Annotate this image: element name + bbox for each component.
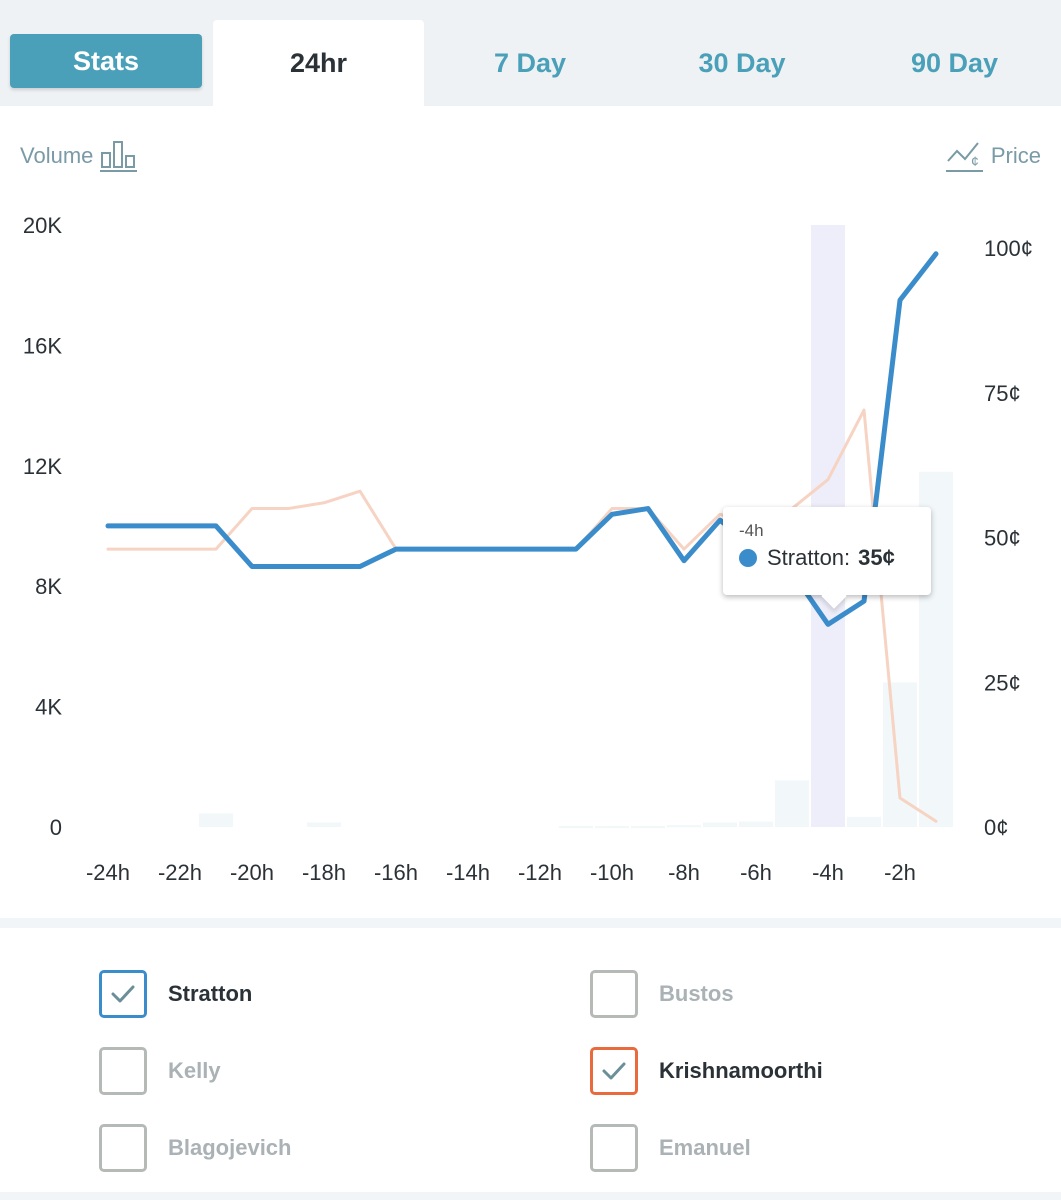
price-tick-label: 50¢ (984, 526, 1021, 551)
tooltip-time: -4h (739, 521, 764, 540)
volume-legend: Volume (20, 138, 139, 174)
price-tick-label: 0¢ (984, 815, 1008, 840)
bottom-divider (0, 1192, 1061, 1200)
volume-tick-label: 0 (50, 815, 62, 840)
volume-bar (307, 822, 341, 827)
time-tick-label: -20h (230, 860, 274, 885)
time-tick-label: -10h (590, 860, 634, 885)
tab-24hr[interactable]: 24hr (213, 20, 424, 106)
volume-legend-label: Volume (20, 143, 94, 168)
series-dot-icon (739, 549, 757, 567)
checkmark-icon (602, 1062, 626, 1080)
tooltip-series: Stratton: (767, 545, 851, 570)
candidate-blagojevich[interactable]: Blagojevich (99, 1124, 291, 1172)
tab-stats[interactable]: Stats (10, 34, 202, 88)
price-legend: ¢ Price (945, 138, 1041, 174)
time-tick-label: -24h (86, 860, 130, 885)
volume-bars (199, 225, 953, 829)
candidate-checkbox[interactable] (99, 970, 147, 1018)
tab-30-day[interactable]: 30 Day (698, 47, 786, 78)
price-tick-label: 75¢ (984, 381, 1021, 406)
volume-tick-label: 8K (35, 574, 62, 599)
candidate-checkbox[interactable] (99, 1124, 147, 1172)
candidate-checkbox[interactable] (99, 1047, 147, 1095)
volume-bar (667, 825, 701, 828)
candidate-checkbox[interactable] (590, 970, 638, 1018)
volume-bar (631, 826, 665, 829)
volume-tick-label: 20K (23, 213, 62, 238)
volume-bar (847, 816, 881, 827)
candidate-name: Kelly (168, 1058, 221, 1083)
candidate-name: Emanuel (659, 1135, 751, 1160)
time-tick-label: -6h (740, 860, 772, 885)
volume-tick-label: 16K (23, 333, 62, 358)
time-tick-label: -22h (158, 860, 202, 885)
volume-bar (595, 826, 629, 829)
volume-bar (199, 813, 233, 827)
time-tick-label: -14h (446, 860, 490, 885)
time-tick-label: -2h (884, 860, 916, 885)
price-tick-label: 25¢ (984, 670, 1021, 695)
chart-tooltip: -4h Stratton: 35¢ (723, 507, 931, 595)
volume-bar (559, 826, 593, 829)
time-axis: -24h -22h -20h -18h -16h -14h -12h -10h -8h -6h -4… (86, 860, 916, 885)
tab-7-day[interactable]: 7 Day (493, 47, 567, 78)
price-trend-icon: ¢ (945, 142, 983, 172)
candidate-name: Blagojevich (168, 1135, 292, 1160)
time-tick-label: -4h (812, 860, 844, 885)
price-axis: 100¢ 75¢ 50¢ 25¢ 0¢ (984, 236, 1033, 840)
candidate-name: Stratton (168, 981, 253, 1006)
time-tick-label: -16h (374, 860, 418, 885)
volume-tick-label: 4K (35, 695, 62, 720)
candidate-name: Bustos (659, 981, 734, 1006)
candidate-bustos[interactable]: Bustos (590, 970, 734, 1018)
time-tick-label: -18h (302, 860, 346, 885)
checkmark-icon (111, 985, 135, 1003)
volume-bar (703, 822, 737, 827)
section-divider (0, 918, 1061, 928)
volume-bar (883, 682, 917, 827)
candidate-checkbox[interactable] (590, 1047, 638, 1095)
candidate-stratton[interactable]: Stratton (99, 970, 252, 1018)
tab-90-day[interactable]: 90 Day (910, 47, 999, 78)
tooltip-row: Stratton: 35¢ (739, 545, 915, 571)
volume-axis: 20K 16K 12K 8K 4K 0 (23, 213, 62, 840)
svg-text:¢: ¢ (971, 153, 979, 169)
volume-bar (775, 780, 809, 827)
timeframe-tabbar: Stats 24hr 7 Day 30 Day 90 Day (0, 0, 1061, 106)
candidate-name: Krishnamoorthi (659, 1058, 823, 1083)
volume-bar (739, 821, 773, 827)
price-tick-label: 100¢ (984, 236, 1033, 261)
tooltip-value: 35¢ (858, 545, 895, 570)
bar-chart-icon (100, 141, 138, 172)
candidate-checkbox[interactable] (590, 1124, 638, 1172)
volume-tick-label: 12K (23, 454, 62, 479)
candidate-kelly[interactable]: Kelly (99, 1047, 221, 1095)
time-tick-label: -8h (668, 860, 700, 885)
candidate-emanuel[interactable]: Emanuel (590, 1124, 751, 1172)
candidate-krishnamoorthi[interactable]: Krishnamoorthi (590, 1047, 823, 1095)
time-tick-label: -12h (518, 860, 562, 885)
price-legend-label: Price (990, 143, 1041, 168)
